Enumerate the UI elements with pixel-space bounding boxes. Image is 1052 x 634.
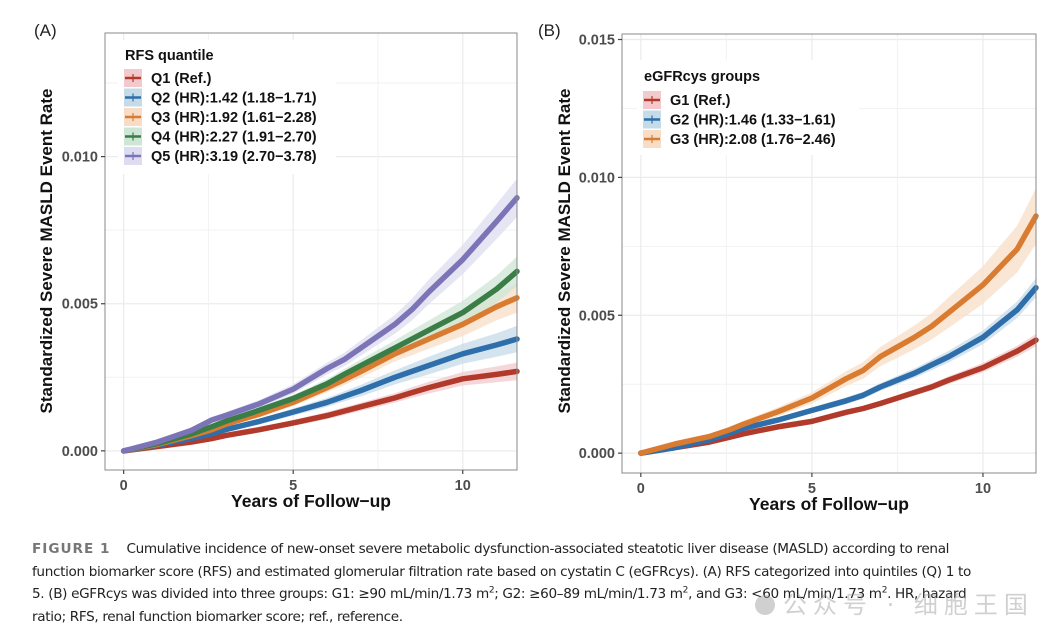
legend-item-label: Q1 (Ref.) <box>151 71 212 87</box>
panel-b: (B) 0.000 0.005 0.010 0.015 0 5 10 Years of F… <box>538 21 1039 514</box>
legend-item-label: G1 (Ref.) <box>670 93 731 109</box>
legend-item-label: Q2 (HR):1.42 (1.18−1.71) <box>151 91 317 107</box>
panel-a: (A) 0.000 0.005 0.010 0 5 10 Years of Follow… <box>34 21 520 511</box>
panel-b-x-axis-title: Years of Follow−up <box>749 494 909 514</box>
legend-item-label: G3 (HR):2.08 (1.76−2.46) <box>670 132 836 148</box>
caption-text-3a: 5. (B) eGFRcys was divided into three gr… <box>32 586 489 602</box>
legend-item-label: Q4 (HR):2.27 (1.91−2.70) <box>151 130 317 146</box>
series-line-1 <box>638 337 1039 456</box>
legend-item-label: Q3 (HR):1.92 (1.61−2.28) <box>151 110 317 126</box>
x-tick-label: 10 <box>975 481 991 497</box>
panel-a-x-axis: 0 5 10 <box>120 470 471 494</box>
caption-line-4: ratio; RFS, renal function biomarker sco… <box>32 608 403 625</box>
panel-b-ci-bands <box>640 188 1036 454</box>
panel-a-label: (A) <box>34 21 57 40</box>
panel-a-legend: RFS quantile Q1 (Ref.) Q2 (HR):1.42 (1.18… <box>118 40 336 174</box>
y-tick-label: 0.010 <box>62 150 98 166</box>
caption-text-3c: , and G3: <60 mL/min/1.73 m <box>688 586 882 602</box>
series-line-2 <box>638 284 1039 456</box>
panel-b-legend: eGFRcys groups G1 (Ref.) G2 (HR):1.46 (1.… <box>637 60 859 155</box>
panel-a-y-axis: 0.000 0.005 0.010 <box>62 150 105 460</box>
y-tick-label: 0.000 <box>62 444 98 460</box>
panel-b-legend-title: eGFRcys groups <box>644 69 760 85</box>
panel-b-y-axis-title: Standardized Severe MASLD Event Rate <box>555 89 574 414</box>
panel-a-legend-title: RFS quantile <box>125 48 214 64</box>
figure-label: FIGURE 1 <box>32 541 111 557</box>
y-tick-label: 0.000 <box>579 446 615 462</box>
legend-item-label: G2 (HR):1.46 (1.33−1.61) <box>670 113 836 129</box>
figure-caption: FIGURE 1 Cumulative incidence of new-onse… <box>32 538 1047 628</box>
legend-item-label: Q5 (HR):3.19 (2.70−3.78) <box>151 149 317 165</box>
superscript: 2 <box>682 585 689 596</box>
y-tick-label: 0.005 <box>62 297 98 313</box>
panel-b-x-axis: 0 5 10 <box>637 473 991 497</box>
caption-text-3d: . HR, hazard <box>887 586 967 602</box>
caption-line-2: function biomarker score (RFS) and estim… <box>32 563 971 580</box>
y-tick-label: 0.010 <box>579 170 615 186</box>
panel-b-plot-border <box>621 33 1037 474</box>
series-line-4 <box>120 268 520 454</box>
ci-band-series-1 <box>123 362 517 451</box>
caption-line-3: 5. (B) eGFRcys was divided into three gr… <box>32 583 1047 606</box>
panel-b-label: (B) <box>538 21 561 40</box>
y-tick-label: 0.005 <box>579 308 615 324</box>
caption-text-1: Cumulative incidence of new-onset severe… <box>126 541 950 557</box>
caption-text-3b: ; G2: ≥60–89 mL/min/1.73 m <box>494 586 683 602</box>
panel-a-plot-border <box>104 32 518 471</box>
panel-a-ci-bands <box>123 178 517 451</box>
x-tick-label: 5 <box>808 481 816 497</box>
x-tick-label: 5 <box>289 478 297 494</box>
panel-a-x-axis-title: Years of Follow−up <box>231 491 391 511</box>
series-line-5 <box>120 195 520 454</box>
caption-line-1: FIGURE 1 Cumulative incidence of new-onse… <box>32 538 1047 561</box>
series-line-2 <box>120 336 520 454</box>
superscript: 2 <box>488 585 495 596</box>
series-line-1 <box>120 368 520 454</box>
figure-canvas: (A) 0.000 0.005 0.010 0 5 10 Years of Follow… <box>34 21 1039 514</box>
panel-a-y-axis-title: Standardized Severe MASLD Event Rate <box>37 89 56 414</box>
panel-b-series-lines <box>638 213 1039 456</box>
y-tick-label: 0.015 <box>579 33 615 49</box>
x-tick-label: 0 <box>120 478 128 494</box>
series-line-3 <box>638 213 1039 456</box>
x-tick-label: 0 <box>637 481 645 497</box>
ci-band-series-3 <box>640 188 1036 454</box>
x-tick-label: 10 <box>455 478 471 494</box>
superscript: 2 <box>881 585 888 596</box>
panel-b-legend-background <box>637 60 859 155</box>
panel-a-legend-background <box>118 40 336 174</box>
panel-b-y-axis: 0.000 0.005 0.010 0.015 <box>579 33 622 462</box>
panel-a-series-lines <box>120 195 520 454</box>
